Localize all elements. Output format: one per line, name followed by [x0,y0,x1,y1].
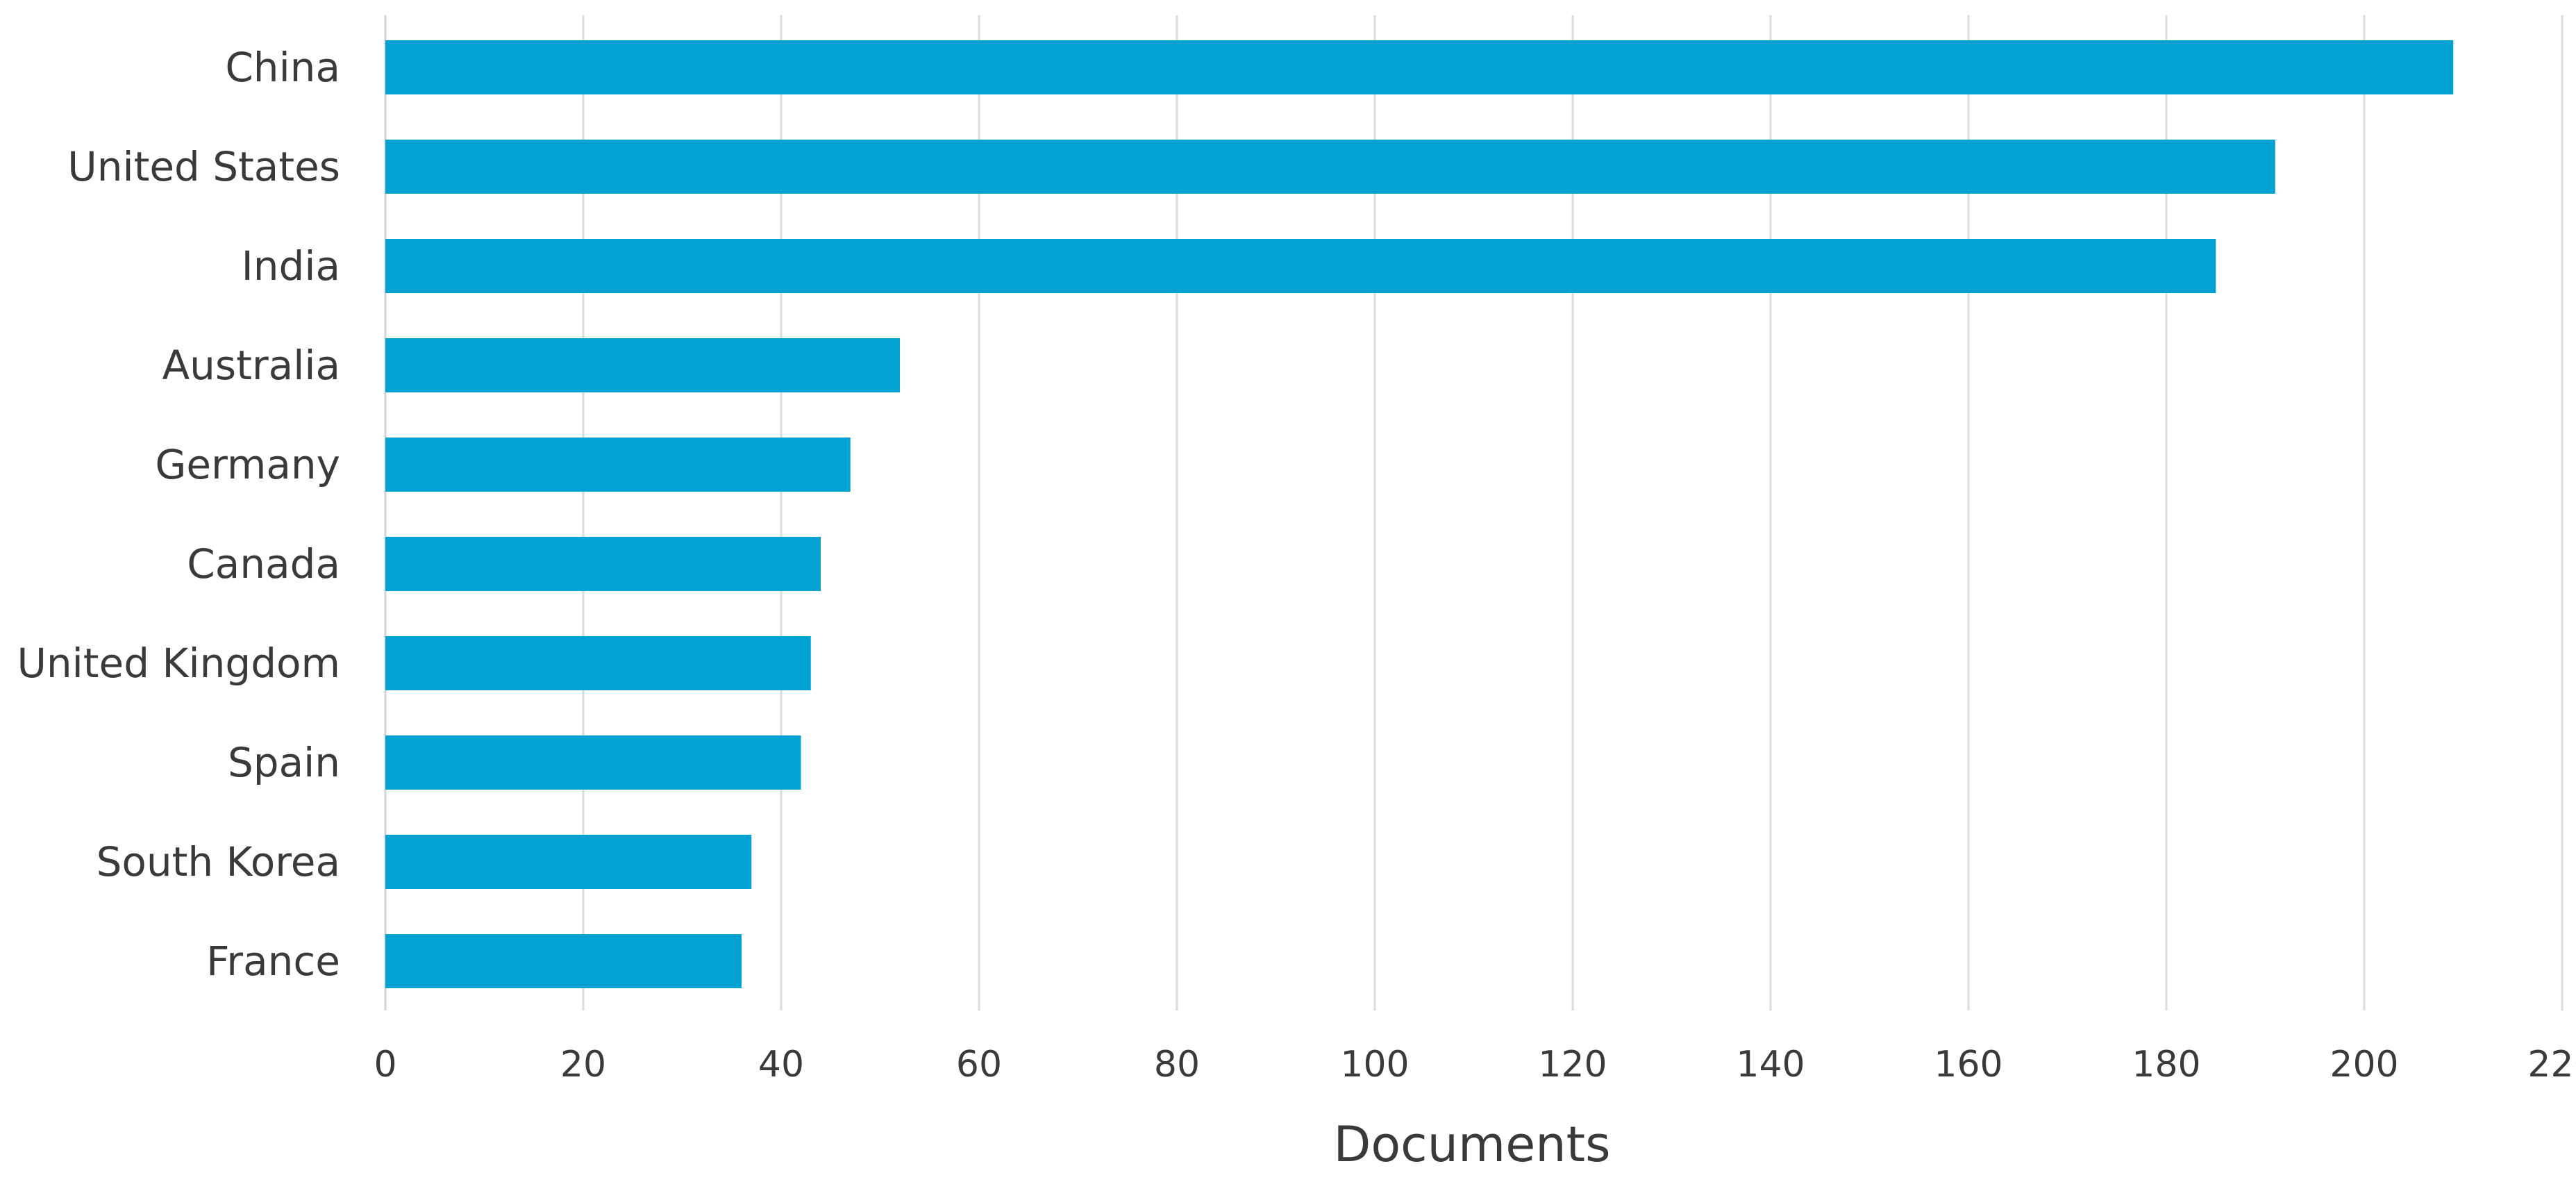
category-label: South Korea [97,838,340,885]
category-label: Spain [228,739,340,786]
bar-china [385,40,2454,94]
x-tick-label: 140 [1736,1044,1805,1085]
x-tick-label: 180 [2132,1044,2200,1085]
bar-united-kingdom [385,636,811,690]
category-labels: China United States India Australia Germany C… [17,44,340,985]
bar-united-states [385,140,2275,194]
category-label: Canada [187,540,340,588]
bar-france [385,934,742,988]
bar-india [385,239,2216,293]
x-tick-label: 80 [1154,1044,1200,1085]
category-label: United States [67,143,340,190]
x-tick-labels: 0 20 40 60 80 100 120 140 160 180 200 220 [374,1044,2576,1085]
bar-canada [385,537,821,591]
x-tick-label: 160 [1934,1044,2002,1085]
bar-australia [385,338,900,392]
x-tick-label: 120 [1538,1044,1607,1085]
bar-spain [385,735,801,790]
category-label: Australia [162,342,340,389]
x-tick-label: 220 [2527,1044,2576,1085]
category-label: France [206,938,340,985]
bar-south-korea [385,835,752,889]
x-tick-label: 60 [956,1044,1002,1085]
category-label: Germany [155,441,340,488]
category-label: China [225,44,340,91]
bars [385,40,2454,988]
x-tick-label: 200 [2330,1044,2398,1085]
x-axis-title: Documents [1333,1116,1610,1173]
category-label: India [242,242,340,290]
bar-germany [385,438,851,492]
x-tick-label: 100 [1340,1044,1409,1085]
category-label: United Kingdom [17,640,340,687]
x-tick-label: 20 [560,1044,606,1085]
x-tick-label: 40 [758,1044,804,1085]
x-tick-label: 0 [374,1044,396,1085]
